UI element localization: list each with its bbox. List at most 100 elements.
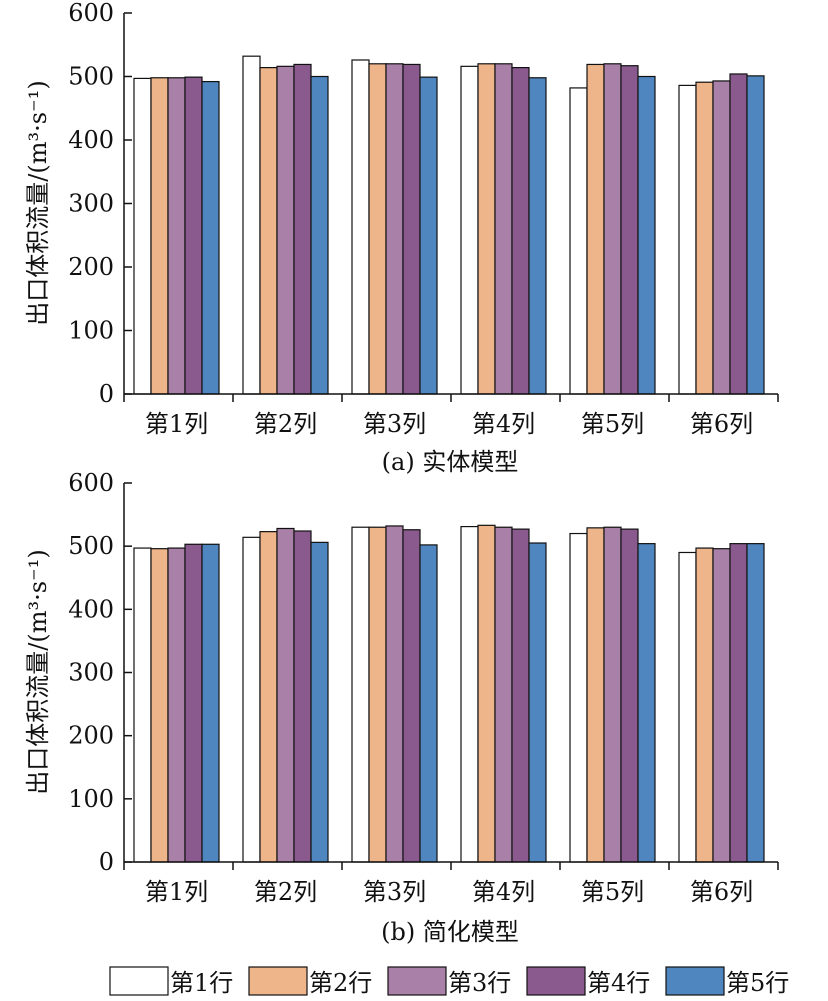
x-tick-label: 第4列 <box>472 410 535 438</box>
bar-a-col1-row2 <box>150 77 169 395</box>
bar-b-col4-row4 <box>511 528 530 863</box>
bar-b-col5-row4 <box>620 528 639 863</box>
bar-b-col4-row1 <box>460 525 479 863</box>
bar-a-col4-row2 <box>477 63 496 395</box>
bar-a-col6-row2 <box>695 81 714 395</box>
bar-a-col2-row4 <box>293 63 312 395</box>
legend-label: 第3行 <box>448 969 511 997</box>
y-axis-title: 出口体积流量/(m³·s⁻¹) <box>24 549 52 794</box>
bar-a-col6-row4 <box>729 73 748 395</box>
bar-b-col3-row4 <box>402 529 421 863</box>
legend-swatch <box>109 966 169 996</box>
bar-a-col3-row5 <box>419 76 438 395</box>
bar-b-col2-row5 <box>310 541 329 863</box>
legend-label: 第2行 <box>309 969 372 997</box>
x-tick-label: 第4列 <box>472 878 535 906</box>
bar-b-col2-row2 <box>259 531 278 863</box>
legend-swatch <box>665 966 725 996</box>
y-tick-label: 0 <box>99 848 114 876</box>
bar-a-col2-row3 <box>276 65 295 395</box>
bar-a-col5-row2 <box>586 63 605 395</box>
legend-swatch <box>387 966 447 996</box>
x-tick-label: 第6列 <box>690 410 753 438</box>
chart-panels: 第1列 第2列 第3列 第4列 第5列 第6列0100200300400500600出口体… <box>24 0 779 946</box>
legend-swatch <box>248 966 308 996</box>
x-tick-label: 第1列 <box>145 410 208 438</box>
y-tick-label: 400 <box>68 595 114 623</box>
bar-b-col6-row3 <box>712 548 731 863</box>
x-tick-label: 第2列 <box>254 410 317 438</box>
x-tick-label: 第5列 <box>581 410 644 438</box>
bar-a-col1-row4 <box>184 76 203 395</box>
bar-a-col2-row1 <box>242 55 261 395</box>
y-tick-label: 600 <box>68 0 114 27</box>
x-tick-label: 第3列 <box>363 878 426 906</box>
bar-b-col5-row3 <box>603 526 622 863</box>
y-tick-label: 500 <box>68 63 114 91</box>
bar-b-col4-row2 <box>477 524 496 863</box>
bar-b-col5-row2 <box>586 527 605 863</box>
y-tick-label: 600 <box>68 469 114 497</box>
bar-b-col6-row4 <box>729 543 748 863</box>
bar-a-col3-row3 <box>385 63 404 395</box>
bar-a-col5-row5 <box>637 75 656 395</box>
bar-b-col5-row5 <box>637 543 656 863</box>
legend: 第1行 第2行 第3行 第4行 第5行 <box>109 966 789 997</box>
chart-panel-b: 第1列 第2列 第3列 第4列 第5列 第6列 0 100 200 300 400 500 600 出口体… <box>24 469 779 946</box>
y-tick-label: 200 <box>68 722 114 750</box>
bar-a-col3-row1 <box>351 59 370 395</box>
bar-b-col2-row3 <box>276 527 295 863</box>
bar-a-col5-row4 <box>620 65 639 395</box>
x-tick-label: 第6列 <box>690 878 753 906</box>
bar-b-col5-row1 <box>569 532 588 863</box>
bar-a-col4-row3 <box>494 63 513 395</box>
bar-a-col5-row3 <box>603 63 622 395</box>
bar-b-col3-row5 <box>419 544 438 863</box>
bar-b-col1-row5 <box>201 543 220 863</box>
bar-b-col3-row3 <box>385 525 404 863</box>
bar-a-col1-row5 <box>201 80 220 395</box>
y-tick-label: 200 <box>68 253 114 281</box>
y-tick-label: 100 <box>68 785 114 813</box>
y-tick-label: 300 <box>68 190 114 218</box>
legend-item: 第1行 <box>109 966 233 997</box>
panel-caption: (b) 简化模型 <box>381 918 519 946</box>
bar-b-col3-row1 <box>351 526 370 863</box>
bar-a-col4-row4 <box>511 67 530 395</box>
bar-a-col3-row4 <box>402 63 421 395</box>
bar-a-col2-row5 <box>310 75 329 395</box>
bar-b-col1-row2 <box>150 548 169 863</box>
bar-b-col2-row1 <box>242 536 261 863</box>
x-tick-label: 第2列 <box>254 878 317 906</box>
y-tick-label: 500 <box>68 532 114 560</box>
x-tick-label: 第3列 <box>363 410 426 438</box>
legend-swatch <box>526 966 586 996</box>
bar-b-col3-row2 <box>368 526 387 863</box>
y-tick-label: 100 <box>68 317 114 345</box>
x-tick-label: 第1列 <box>145 878 208 906</box>
bar-b-col1-row1 <box>133 547 152 863</box>
legend-item: 第5行 <box>665 966 789 997</box>
bar-a-col6-row3 <box>712 80 731 395</box>
y-axis-title: 出口体积流量/(m³·s⁻¹) <box>24 80 52 325</box>
y-tick-label: 0 <box>99 380 114 408</box>
legend-label: 第5行 <box>726 969 789 997</box>
bar-a-col1-row3 <box>167 77 186 395</box>
bar-a-col6-row1 <box>678 84 697 395</box>
bar-a-col4-row5 <box>528 77 547 395</box>
legend-label: 第1行 <box>170 969 233 997</box>
legend-item: 第3行 <box>387 966 511 997</box>
bar-a-col6-row5 <box>746 75 765 395</box>
bar-b-col4-row3 <box>494 526 513 863</box>
bar-a-col5-row1 <box>569 87 588 395</box>
x-tick-label: 第5列 <box>581 878 644 906</box>
bar-a-col1-row1 <box>133 77 152 395</box>
y-tick-label: 400 <box>68 126 114 154</box>
bar-b-col6-row1 <box>678 551 697 863</box>
legend-item: 第2行 <box>248 966 372 997</box>
panel-caption: (a) 实体模型 <box>382 448 519 476</box>
chart-panel-a: 第1列 第2列 第3列 第4列 第5列 第6列 0 100 200 300 400 500 600 出口体… <box>24 0 779 476</box>
bar-a-col3-row2 <box>368 63 387 395</box>
bar-a-col2-row2 <box>259 67 278 395</box>
